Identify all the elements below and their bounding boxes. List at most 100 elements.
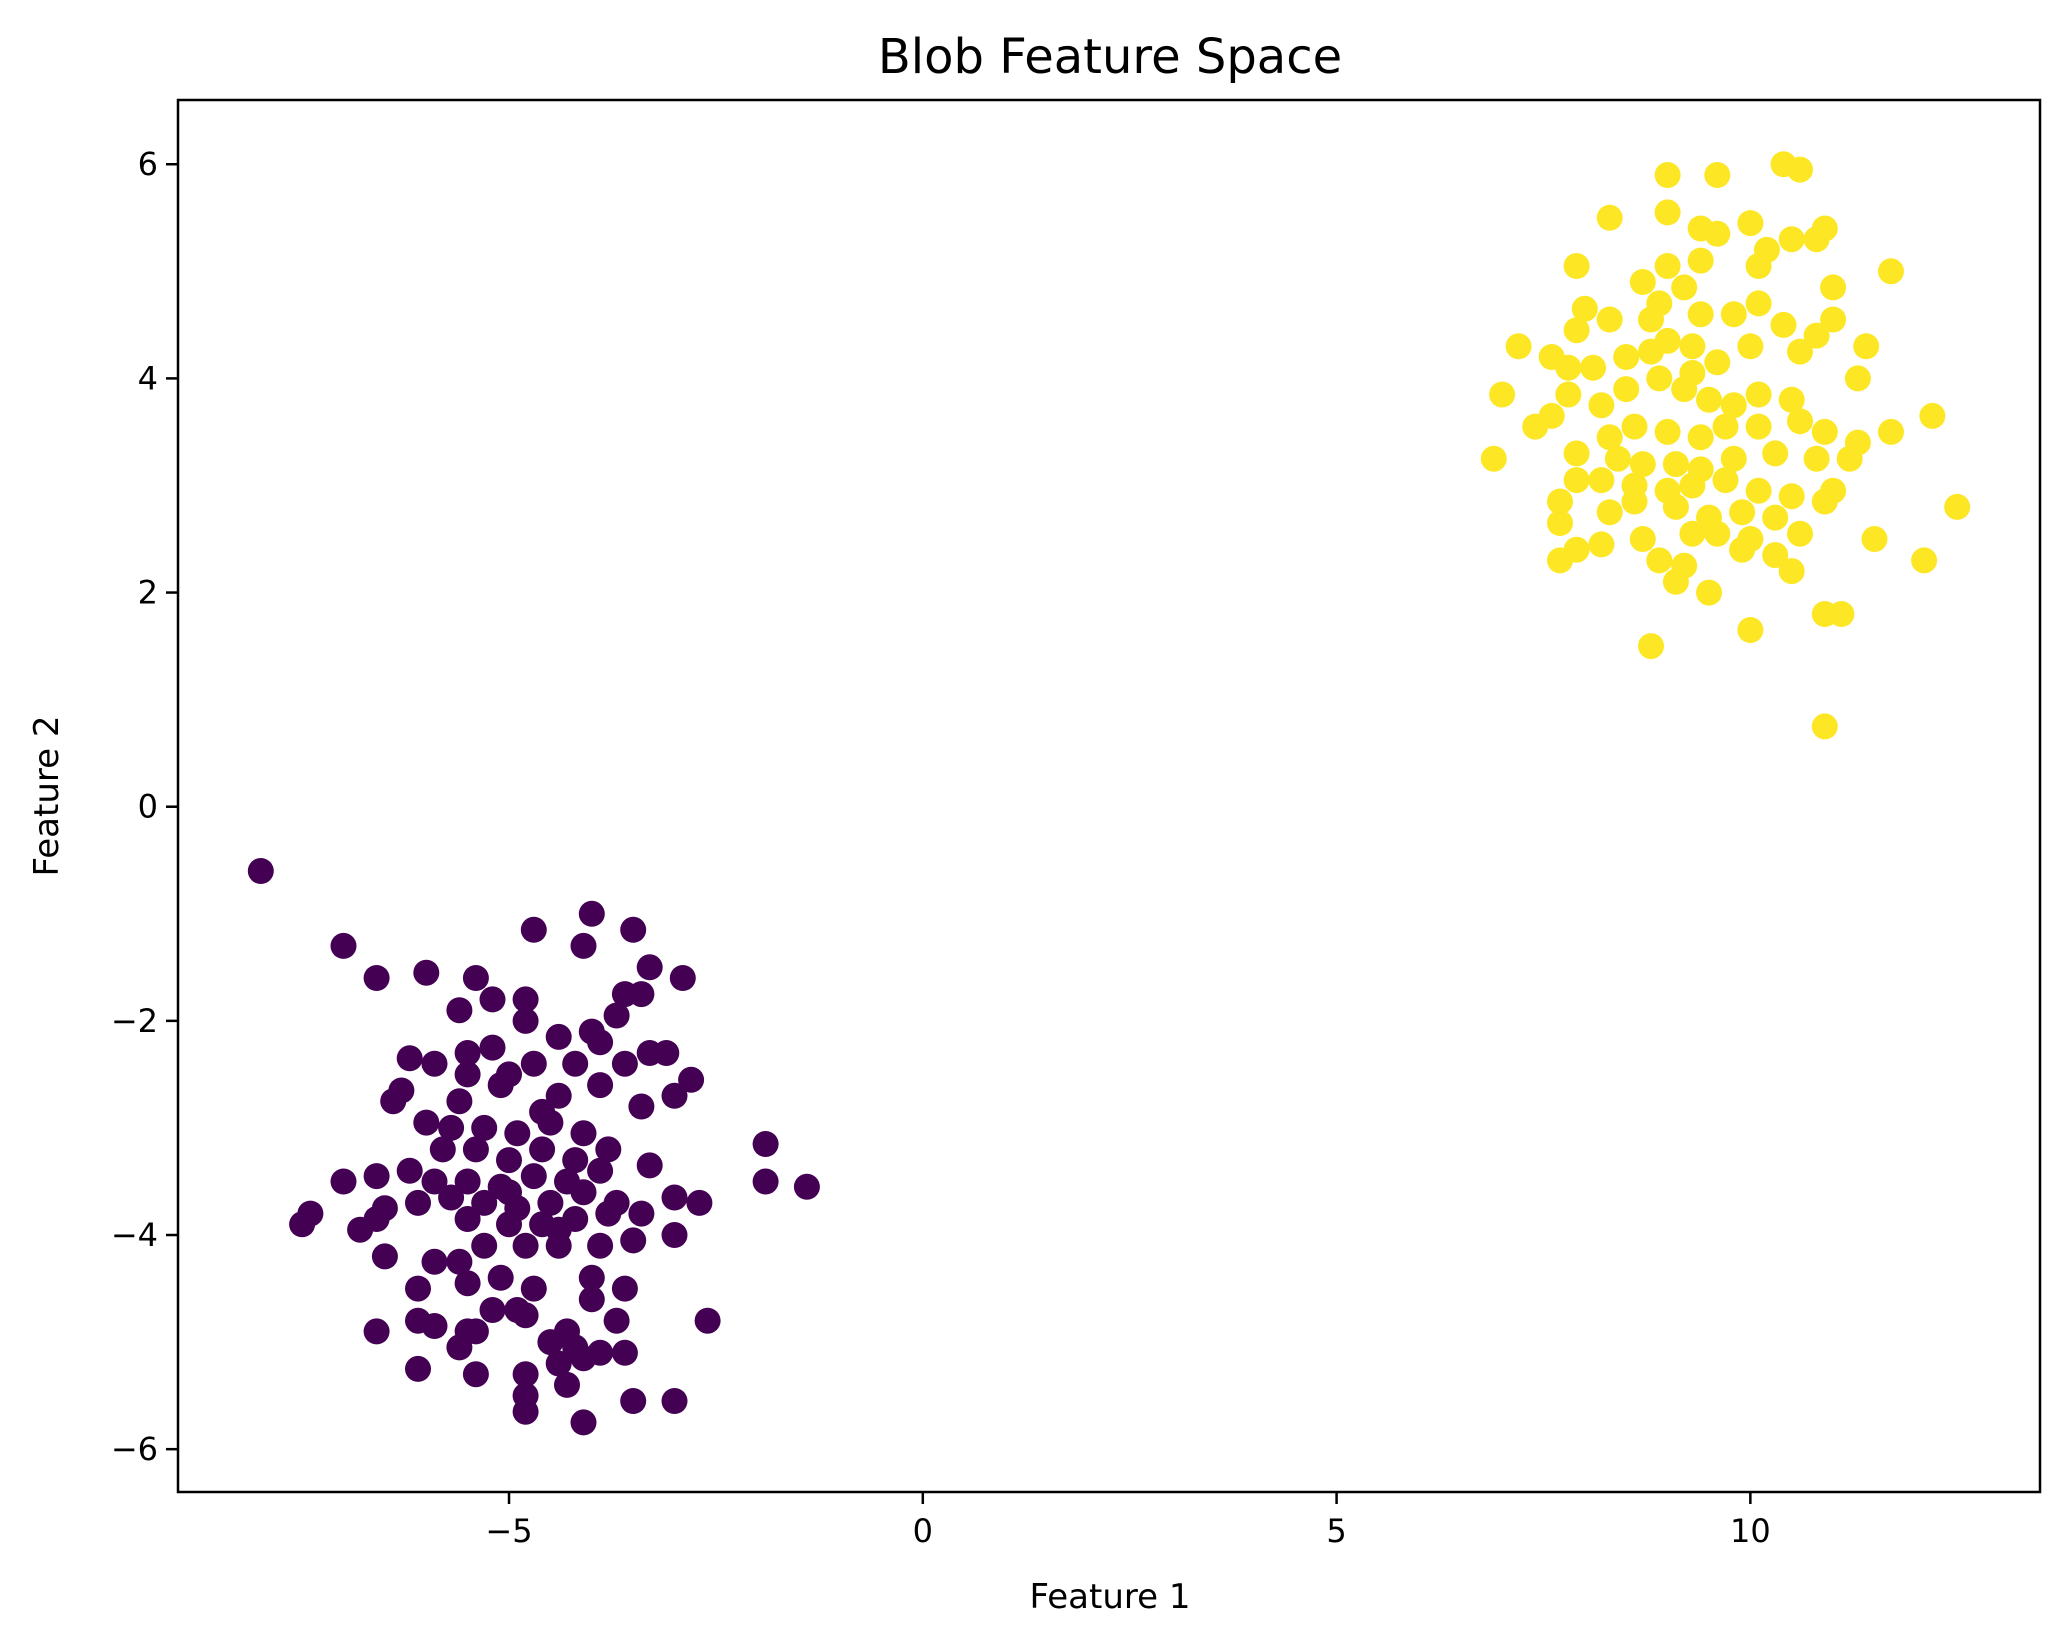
data-point [512, 986, 539, 1013]
data-point [1547, 547, 1573, 574]
data-point [1704, 349, 1731, 376]
data-point [570, 1179, 597, 1206]
data-point [363, 965, 390, 991]
data-point [1712, 413, 1739, 440]
data-point [1563, 253, 1590, 279]
data-point [1654, 162, 1681, 188]
data-point [479, 986, 506, 1013]
data-point [554, 1371, 580, 1398]
data-point [496, 1147, 522, 1174]
data-point [487, 1264, 514, 1291]
data-point [1729, 536, 1756, 563]
data-point [1696, 579, 1722, 606]
data-point [1745, 381, 1772, 408]
data-point [479, 1297, 506, 1323]
data-point [1547, 488, 1573, 515]
data-point [479, 1034, 506, 1061]
data-point [454, 1061, 481, 1088]
data-point [1596, 306, 1623, 333]
data-point [611, 1339, 638, 1366]
data-point [620, 916, 647, 943]
data-point [669, 965, 696, 991]
data-point [1720, 301, 1747, 328]
plot-frame [176, 98, 2042, 1494]
data-point [421, 1168, 448, 1195]
series-0 [247, 858, 820, 1436]
data-point [1563, 440, 1590, 467]
x-axis-label: Feature 1 [1030, 1577, 1191, 1617]
data-point [512, 1007, 539, 1034]
data-point [603, 1307, 630, 1334]
data-point [1538, 402, 1565, 429]
x-tick-label: −5 [485, 1512, 532, 1550]
data-point [1811, 418, 1838, 445]
data-point [462, 965, 489, 991]
data-point [562, 1147, 589, 1174]
data-point [1613, 344, 1640, 370]
data-point [1679, 360, 1706, 386]
data-point [570, 1120, 597, 1147]
data-point [380, 1088, 407, 1115]
data-point [1811, 713, 1838, 740]
data-point [611, 981, 638, 1008]
data-point [1613, 376, 1640, 403]
data-point [1737, 210, 1764, 237]
data-point [1787, 408, 1813, 435]
data-point [363, 1163, 390, 1190]
data-point [438, 1184, 465, 1211]
data-point [1803, 445, 1830, 472]
data-point [653, 1040, 680, 1066]
plot-area [247, 151, 1971, 1436]
data-point [636, 1152, 663, 1179]
data-point [620, 1227, 647, 1254]
data-point [562, 1050, 589, 1077]
data-point [1844, 365, 1871, 392]
data-point [1704, 520, 1731, 547]
data-point [587, 1157, 614, 1184]
data-point [1662, 568, 1689, 595]
data-point [1820, 274, 1847, 301]
data-point [1489, 381, 1516, 408]
data-point [587, 1072, 614, 1099]
data-point [537, 1189, 564, 1216]
data-point [520, 916, 547, 943]
x-tick-label: 5 [1326, 1512, 1346, 1550]
data-point [471, 1114, 498, 1141]
data-point [1679, 333, 1706, 360]
data-point [661, 1388, 688, 1414]
data-point [1629, 526, 1656, 552]
data-point [628, 1200, 655, 1227]
series-1 [1480, 151, 1971, 740]
data-point [330, 932, 357, 959]
x-axis: −5 0 5 10 [485, 1492, 1771, 1550]
data-point [1629, 451, 1656, 478]
data-point [1687, 424, 1714, 451]
data-point [1555, 354, 1582, 381]
data-point [454, 1270, 481, 1297]
data-point [1687, 301, 1714, 328]
data-point [512, 1398, 539, 1425]
data-point [471, 1232, 498, 1259]
y-tick-label: 6 [138, 145, 158, 183]
data-point [1712, 467, 1739, 494]
data-point [247, 858, 274, 884]
data-point [512, 1232, 539, 1259]
data-point [661, 1222, 688, 1248]
data-point [1563, 317, 1590, 344]
data-point [1604, 445, 1631, 472]
data-point [1596, 499, 1623, 526]
data-point [529, 1136, 556, 1163]
data-point [1778, 558, 1805, 585]
data-point [1679, 472, 1706, 499]
data-point [1629, 269, 1656, 295]
data-point [446, 1088, 473, 1115]
data-point [405, 1355, 431, 1382]
data-point [1803, 226, 1830, 253]
data-point [1679, 520, 1706, 547]
chart-title: Blob Feature Space [878, 29, 1342, 85]
data-point [454, 1206, 481, 1232]
data-point [1853, 333, 1880, 360]
data-point [487, 1072, 514, 1099]
data-point [620, 1388, 647, 1414]
data-point [1638, 306, 1664, 333]
